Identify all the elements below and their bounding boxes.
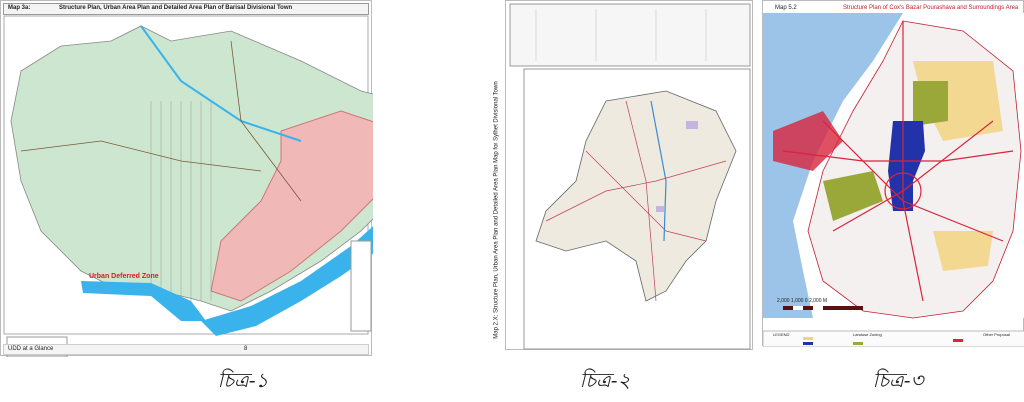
page-number: 8	[244, 346, 248, 352]
legend-section: Landuse Zoning	[853, 332, 882, 337]
map-label: Map 3a:	[8, 5, 31, 11]
vertical-map-title: Map 2.X: Structure Plan, Urban Area Plan…	[493, 81, 500, 339]
river	[201, 226, 373, 336]
map-figure-2: Map 2.X: Structure Plan, Urban Area Plan…	[494, 0, 753, 350]
legend-other: Other Proposal	[983, 332, 1010, 337]
coxs-bazar-map	[763, 13, 1024, 347]
olive-zone	[913, 81, 948, 126]
caption-2: চিত্র-২	[579, 368, 631, 392]
map-title: Structure Plan of Cox's Bazar Pourashava…	[843, 5, 1019, 11]
caption-3: চিত্র-৩	[872, 368, 924, 392]
roads	[782, 21, 1014, 302]
map-title: Structure Plan, Urban Area Plan and Deta…	[59, 5, 293, 11]
scale-bar	[783, 306, 863, 310]
blue-zone	[888, 121, 925, 211]
scale-label: 2,000 1,000 0 2,000 M	[777, 298, 828, 304]
barisal-map	[3, 15, 373, 357]
legend-panel	[763, 330, 1024, 347]
river-west	[81, 281, 206, 321]
sylhet-map	[509, 3, 751, 350]
map-title-bar: Map 3a: Structure Plan, Urban Area Plan …	[3, 3, 369, 15]
sea	[763, 13, 903, 318]
footer-text: UDD at a Glance	[8, 346, 54, 352]
map-figure-3: Map 5.2 Structure Plan of Cox's Bazar Po…	[762, 0, 1024, 347]
zone-label: Urban Deferred Zone	[89, 273, 159, 280]
footer-bar: UDD at a Glance 8	[3, 344, 369, 355]
town-area	[535, 90, 737, 302]
olive-zone-2	[823, 171, 883, 221]
south-yellow	[933, 231, 993, 271]
legend-box	[350, 240, 372, 332]
legend-title: LEGEND	[773, 332, 790, 337]
caption-1: চিত্র-১	[217, 368, 269, 392]
map-figure-1: Map 3a: Structure Plan, Urban Area Plan …	[0, 0, 373, 357]
map-label: Map 5.2	[775, 5, 797, 11]
hatching	[150, 101, 212, 301]
legend-panel	[509, 3, 751, 67]
urban-zone	[210, 110, 373, 302]
